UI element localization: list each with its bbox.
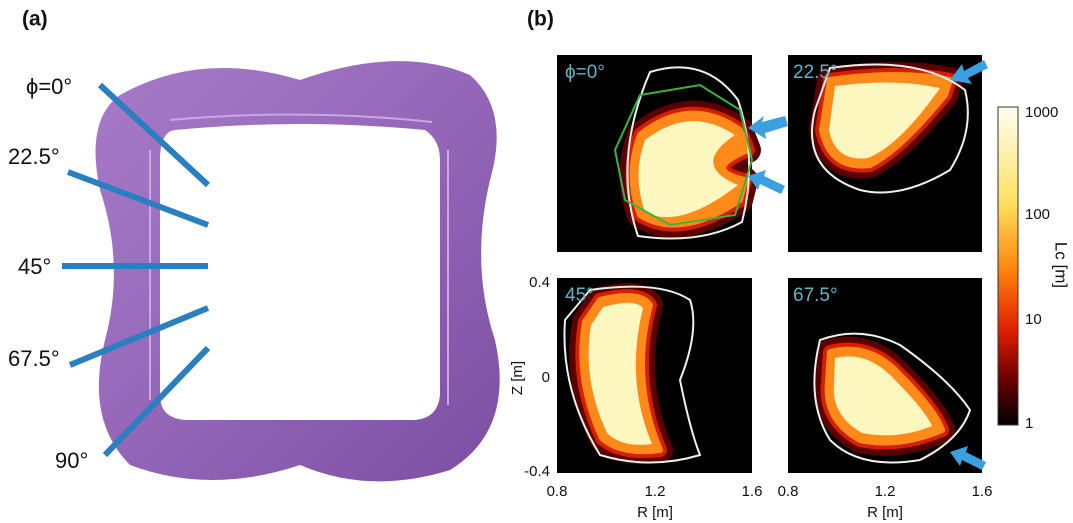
panel-b: (b) ϕ=0° 22.5° (509, 8, 1071, 521)
r-tick: 0.8 (778, 483, 799, 500)
map-phi-45: 45° (557, 278, 752, 473)
angle-label: 67.5° (8, 346, 60, 371)
colorbar-tick: 10 (1025, 311, 1042, 328)
panel-a: (a) ϕ=0° 22.5° 45° 67.5° 90° (8, 8, 500, 482)
z-axis-title: Z [m] (509, 361, 526, 395)
r-tick: 1.6 (972, 483, 993, 500)
colorbar: 1000 100 10 1 Lc [m] (998, 104, 1071, 432)
z-tick: -0.4 (524, 463, 550, 480)
panel-label: (b) (527, 8, 554, 31)
angle-label: ϕ=0° (26, 74, 72, 99)
z-tick: 0.4 (529, 274, 550, 291)
colorbar-tick: 100 (1025, 206, 1050, 223)
z-tick: 0 (542, 369, 550, 386)
r-tick: 1.6 (742, 483, 763, 500)
map-label: 22.5° (793, 62, 838, 83)
map-phi-22-5: 22.5° (788, 55, 988, 252)
colorbar-tick: 1000 (1025, 104, 1058, 121)
r-tick: 1.2 (875, 483, 896, 500)
torus-surface (96, 61, 500, 481)
r-axis-title: R [m] (637, 504, 673, 521)
angle-label: 45° (18, 254, 51, 279)
map-label: 67.5° (793, 285, 838, 306)
colorbar-title: Lc [m] (1052, 242, 1071, 288)
heat-region (633, 114, 749, 225)
angle-label: 22.5° (8, 144, 60, 169)
colorbar-scale (998, 107, 1018, 425)
map-phi-0: ϕ=0° (557, 55, 788, 252)
r-axis-title: R [m] (867, 504, 903, 521)
figure: (a) ϕ=0° 22.5° 45° 67.5° 90° (b) ϕ (0, 0, 1073, 523)
map-label: ϕ=0° (565, 62, 605, 83)
colorbar-tick: 1 (1025, 415, 1033, 432)
r-tick: 1.2 (645, 483, 666, 500)
panel-label: (a) (22, 8, 48, 31)
angle-label: 90° (55, 448, 88, 473)
r-tick: 0.8 (547, 483, 568, 500)
map-label: 45° (565, 285, 594, 306)
heat-region (582, 296, 660, 451)
map-phi-67-5: 67.5° (788, 278, 986, 473)
